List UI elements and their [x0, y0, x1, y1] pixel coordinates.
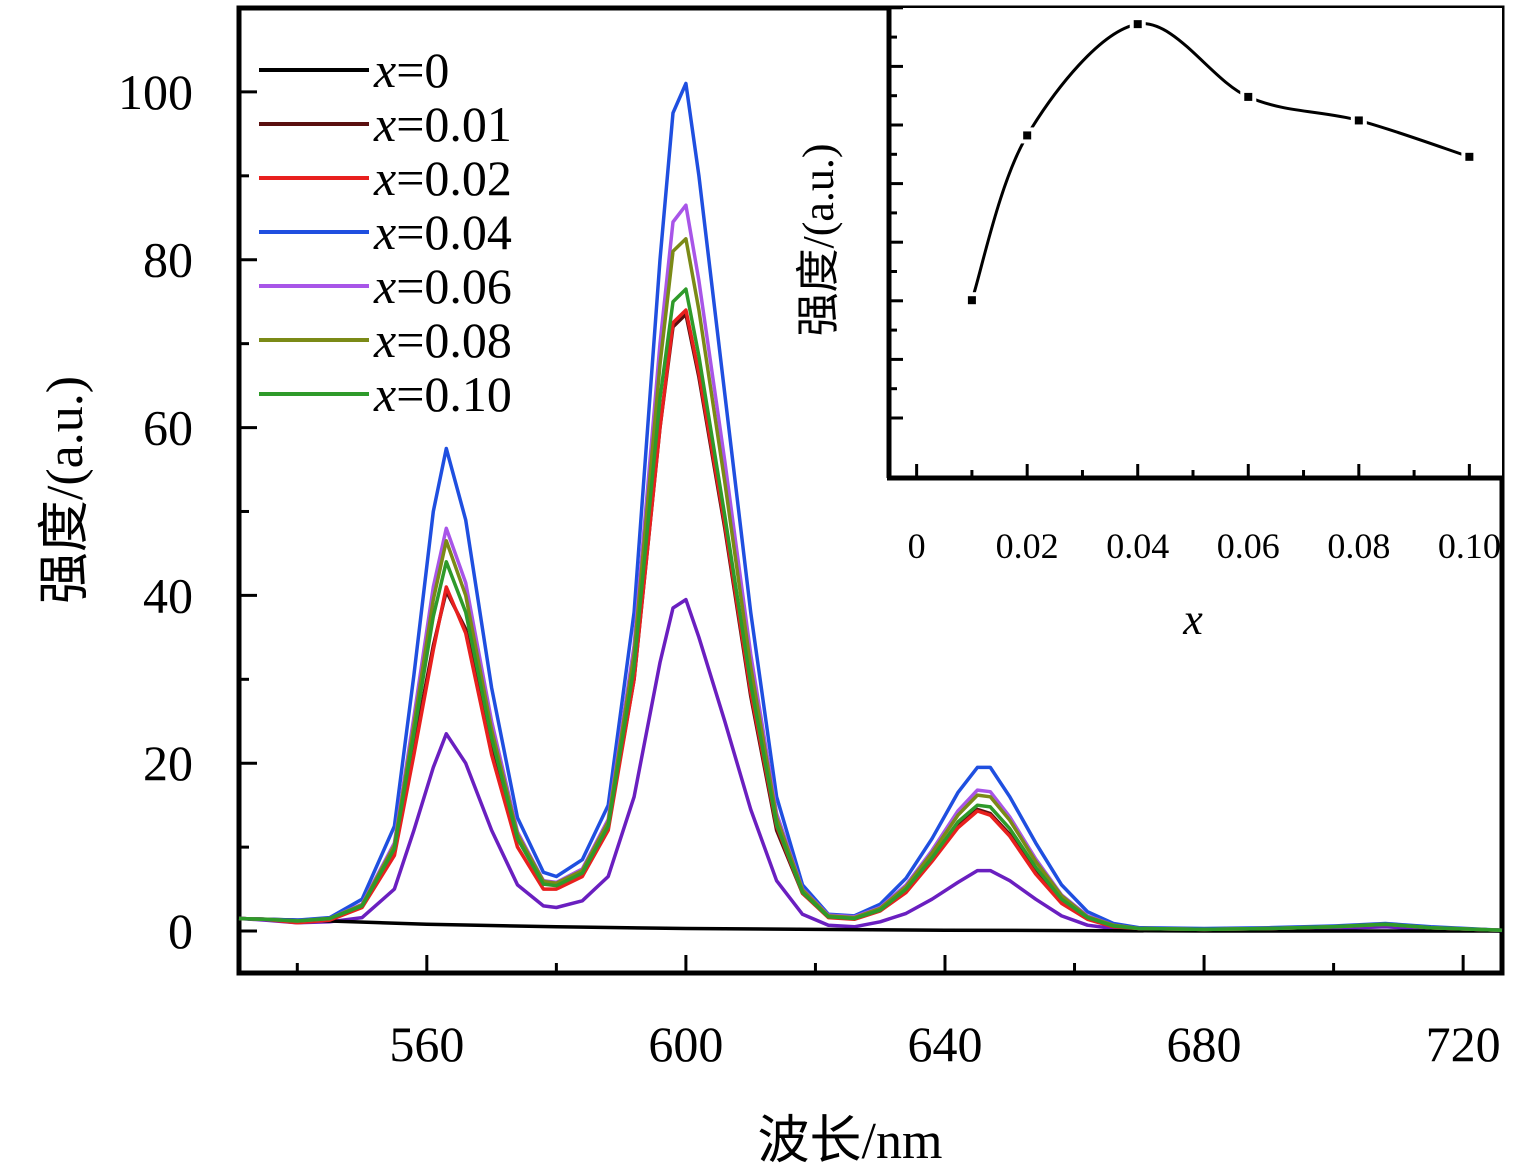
x-tick-label: 600 — [648, 1016, 723, 1072]
series-line-x-0 — [238, 916, 1502, 933]
inset-x-tick-label: 0 — [908, 526, 926, 566]
main-plot: 560 600 640 680 720 0 20 40 60 80 100 波长/nm 强度/(a… — [37, 5, 1505, 1170]
inset-data-point — [1019, 127, 1036, 144]
inset-points — [963, 16, 1478, 309]
inset-x-tick-label: 0.10 — [1438, 526, 1501, 566]
x-tick-label: 680 — [1167, 1016, 1242, 1072]
legend-label: x=0.08 — [373, 312, 512, 368]
inset-x-tick-label: 0.08 — [1327, 526, 1390, 566]
main-x-axis-title: 波长/nm — [758, 1113, 943, 1170]
legend-label: x=0 — [373, 42, 449, 98]
legend-label: x=0.10 — [373, 366, 512, 422]
main-x-axis: 560 600 640 680 720 — [295, 955, 1501, 1072]
y-tick-label: 80 — [143, 232, 193, 288]
legend: x=0x=0.01x=0.02x=0.04x=0.06x=0.08x=0.10 — [259, 42, 512, 422]
y-tick-label: 40 — [143, 567, 193, 623]
inset-data-point — [1129, 16, 1146, 33]
y-tick-label: 100 — [118, 64, 193, 120]
main-series-lines — [238, 81, 1503, 933]
main-plot-frame — [236, 5, 1505, 976]
inset-data-point — [1350, 112, 1367, 129]
legend-label: x=0.06 — [373, 258, 512, 314]
inset-x-axis-title: x — [1182, 595, 1203, 644]
y-tick-label: 20 — [143, 735, 193, 791]
legend-label: x=0.04 — [373, 204, 512, 260]
inset-data-point — [963, 292, 980, 309]
inset-plot: 0 0.02 0.04 0.06 0.08 0.10 x 强度/(a.u.) — [794, 6, 1502, 644]
inset-plot-background — [889, 8, 1502, 478]
inset-data-point — [1240, 88, 1257, 105]
x-tick-label: 640 — [907, 1016, 982, 1072]
series-line-x-0.04 — [238, 81, 1503, 932]
y-tick-label: 60 — [143, 400, 193, 456]
x-tick-label: 560 — [389, 1016, 464, 1072]
inset-x-axis: 0 0.02 0.04 0.06 0.08 0.10 — [908, 464, 1501, 566]
inset-y-axis — [889, 6, 903, 420]
inset-x-tick-label: 0.04 — [1106, 526, 1169, 566]
main-y-axis-title: 强度/(a.u.) — [37, 376, 94, 604]
legend-label: x=0.02 — [373, 150, 512, 206]
inset-y-axis-title: 强度/(a.u.) — [794, 143, 843, 336]
main-y-axis: 0 20 40 60 80 100 — [118, 6, 257, 959]
x-tick-label: 720 — [1426, 1016, 1501, 1072]
series-line-x-0.10 — [238, 287, 1503, 932]
y-tick-label: 0 — [168, 903, 193, 959]
inset-x-tick-label: 0.06 — [1217, 526, 1280, 566]
series-line-unlabeled — [238, 597, 1503, 933]
inset-x-tick-label: 0.02 — [996, 526, 1059, 566]
legend-label: x=0.01 — [373, 96, 512, 152]
inset-data-point — [1461, 148, 1478, 165]
